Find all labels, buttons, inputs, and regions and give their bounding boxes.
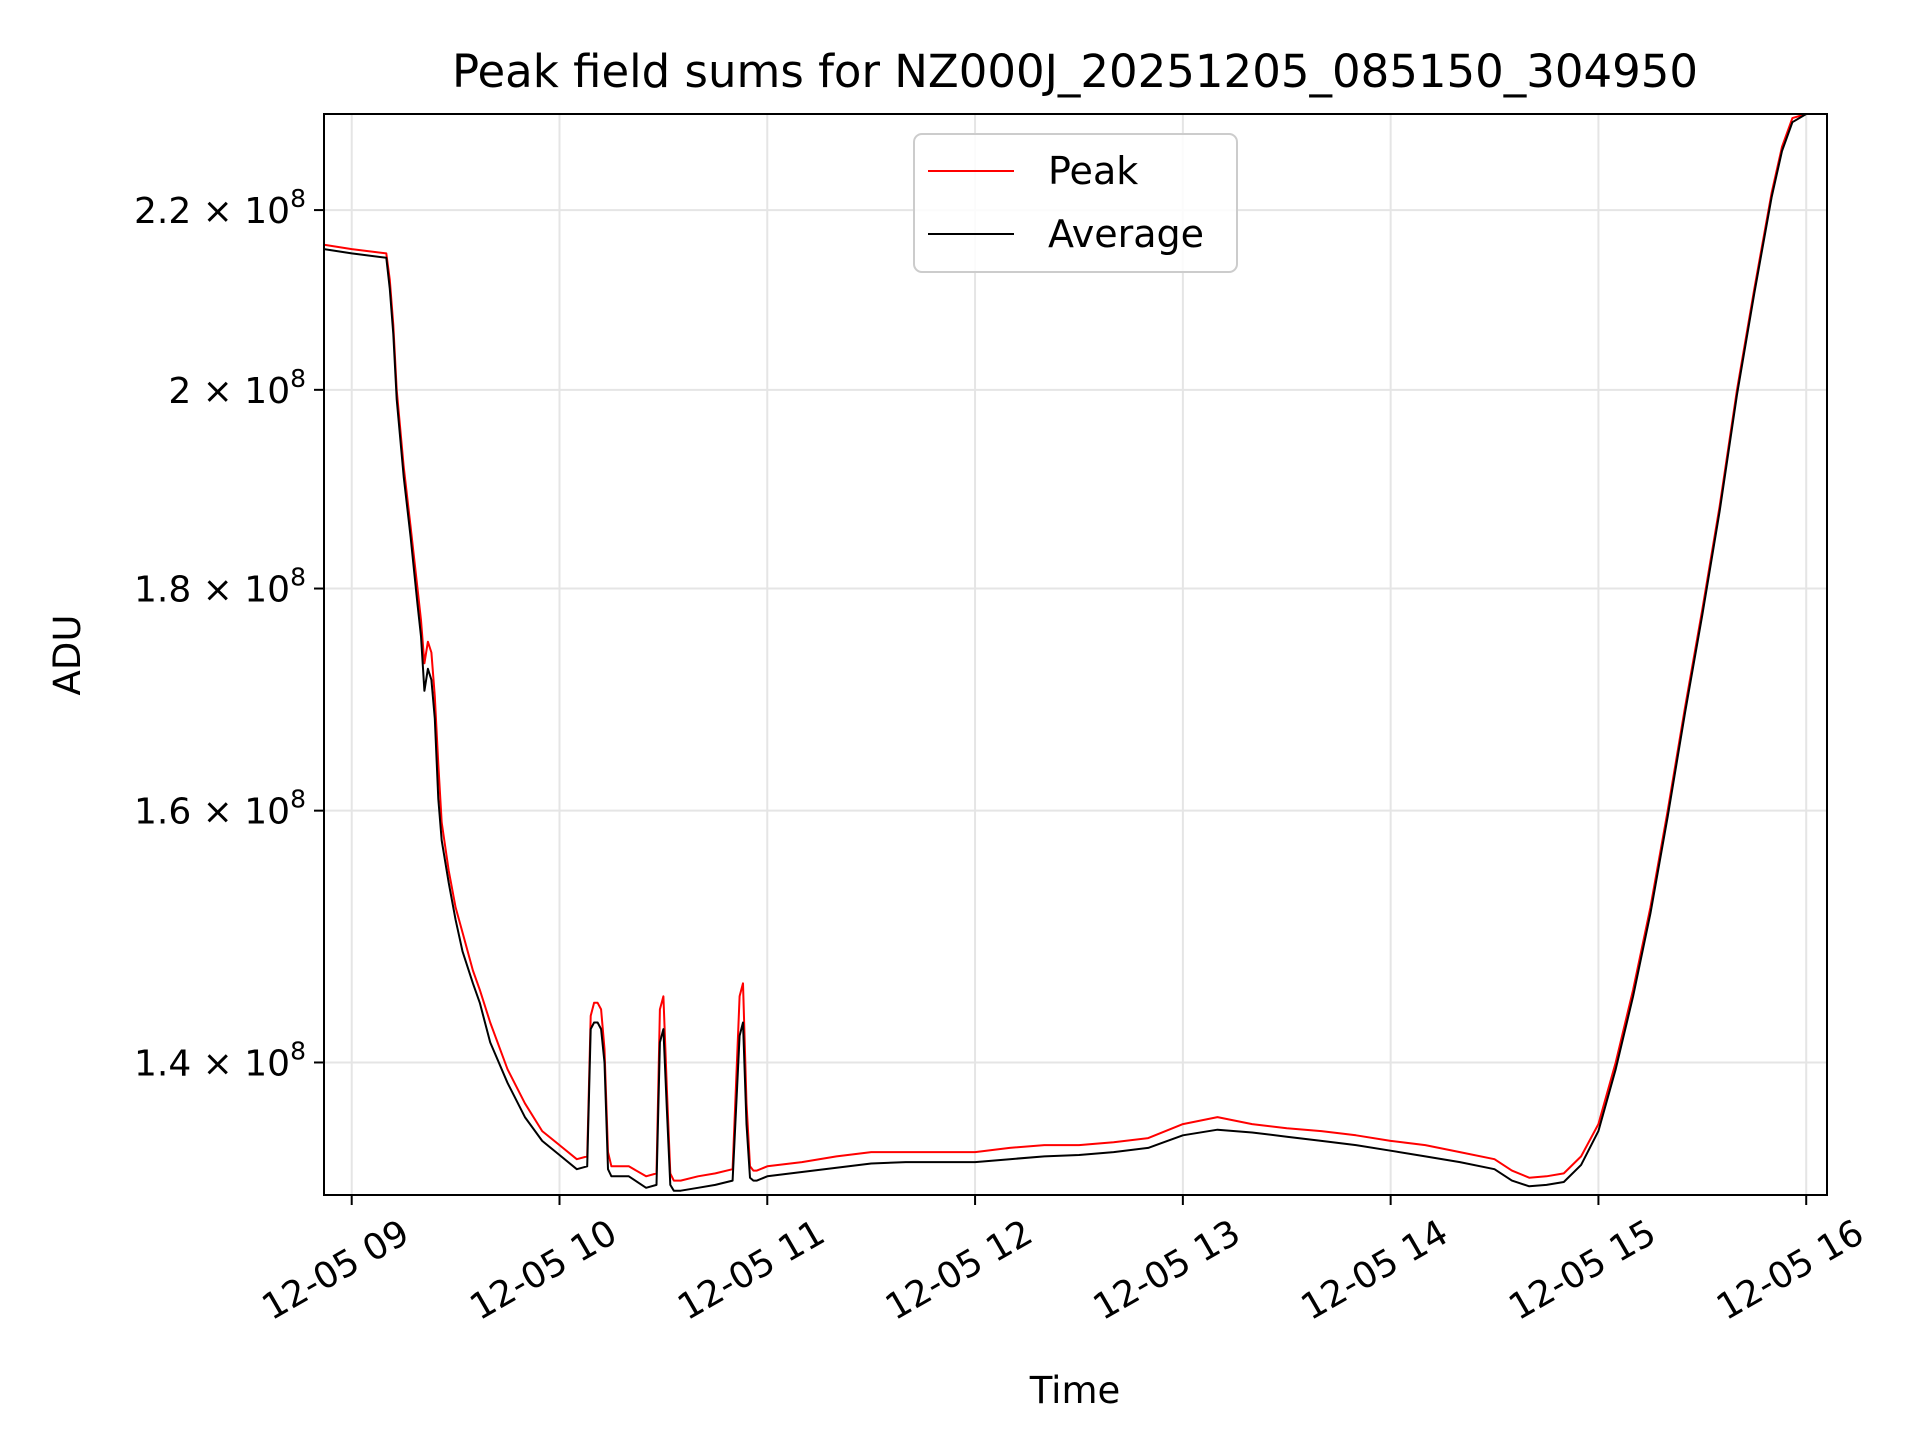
x-tick-label: 12-05 15	[1502, 1212, 1663, 1328]
x-tick-label: 12-05 11	[671, 1212, 832, 1328]
grid	[324, 114, 1827, 1195]
y-axis-label: ADU	[46, 615, 89, 696]
chart-title: Peak field sums for NZ000J_20251205_0851…	[452, 45, 1698, 98]
y-tick-label: 1.8 × 108	[134, 563, 306, 611]
legend: Peak Average	[913, 133, 1238, 273]
x-tick-label: 12-05 12	[879, 1212, 1040, 1328]
y-tick-label: 2 × 108	[168, 364, 306, 412]
series-line-average	[324, 114, 1827, 1192]
x-axis-label: Time	[1029, 1369, 1121, 1412]
x-tick-label: 12-05 10	[463, 1212, 624, 1328]
x-tick-label: 12-05 16	[1710, 1212, 1871, 1328]
x-tick-label: 12-05 09	[256, 1212, 417, 1328]
y-tick-label: 1.6 × 108	[134, 785, 306, 833]
x-tick-label: 12-05 14	[1294, 1212, 1455, 1328]
series-layer	[324, 114, 1827, 1192]
plot-frame	[323, 113, 1828, 1196]
legend-box	[913, 133, 1238, 273]
y-tick-label: 1.4 × 108	[134, 1036, 306, 1084]
x-tick-label: 12-05 13	[1087, 1212, 1248, 1328]
series-line-peak	[324, 114, 1827, 1182]
x-axis: 12-05 09 12-05 10 12-05 11 12-05 12 12-05 13…	[256, 1195, 1871, 1329]
legend-label-average: Average	[1048, 212, 1204, 256]
y-axis: 1.4 × 108 1.6 × 108 1.8 × 108 2 × 108 2.2 × …	[134, 184, 324, 1084]
y-tick-label: 2.2 × 108	[134, 184, 306, 232]
legend-label-peak: Peak	[1048, 149, 1138, 193]
